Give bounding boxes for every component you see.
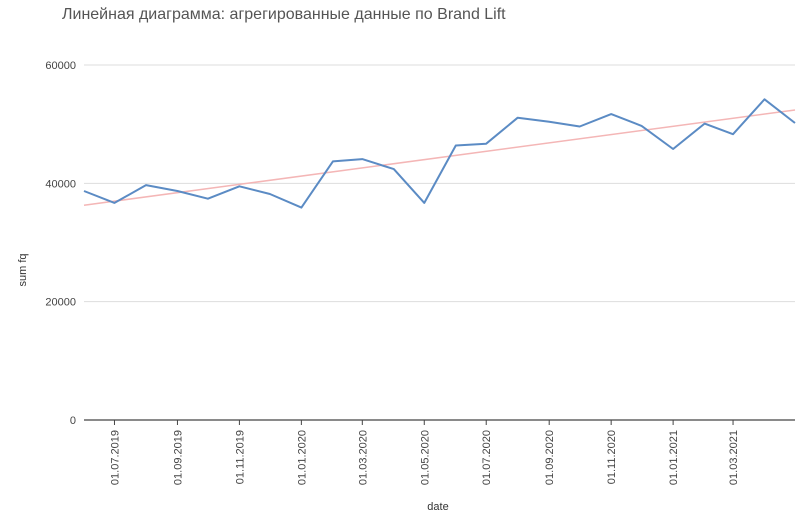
y-tick-label: 60000: [45, 60, 76, 72]
x-tick-label: 01.09.2020: [544, 430, 556, 485]
x-tick-label: 01.01.2021: [668, 430, 680, 485]
trend-line: [83, 109, 796, 206]
y-tick-labels: 0 20000 40000 60000: [45, 60, 76, 427]
x-tick-label: 01.07.2020: [481, 430, 493, 485]
x-tick-label: 01.03.2021: [728, 430, 740, 485]
x-tick-label: 01.09.2019: [172, 430, 184, 485]
series-line-sum-fq: [83, 98, 796, 209]
y-tick-label: 40000: [45, 178, 76, 190]
series-lines: [83, 98, 796, 209]
x-tick-label: 01.11.2019: [234, 430, 246, 484]
x-tick-label: 01.07.2019: [109, 430, 121, 485]
x-tick-label: 01.11.2020: [606, 430, 618, 484]
chart-title: Линейная диаграмма: агрегированные данны…: [62, 6, 506, 23]
x-tick-label: 01.03.2020: [357, 430, 369, 485]
x-tick-label: 01.01.2020: [296, 430, 308, 485]
y-axis-label: sum fq: [17, 253, 29, 286]
y-tick-label: 20000: [45, 297, 76, 309]
y-tick-label: 0: [70, 415, 76, 427]
x-tick-label: 01.05.2020: [419, 430, 431, 485]
x-axis-label: date: [427, 501, 448, 513]
gridlines: [84, 64, 795, 421]
x-tick-labels: 01.07.2019 01.09.2019 01.11.2019 01.01.2020…: [109, 420, 740, 485]
